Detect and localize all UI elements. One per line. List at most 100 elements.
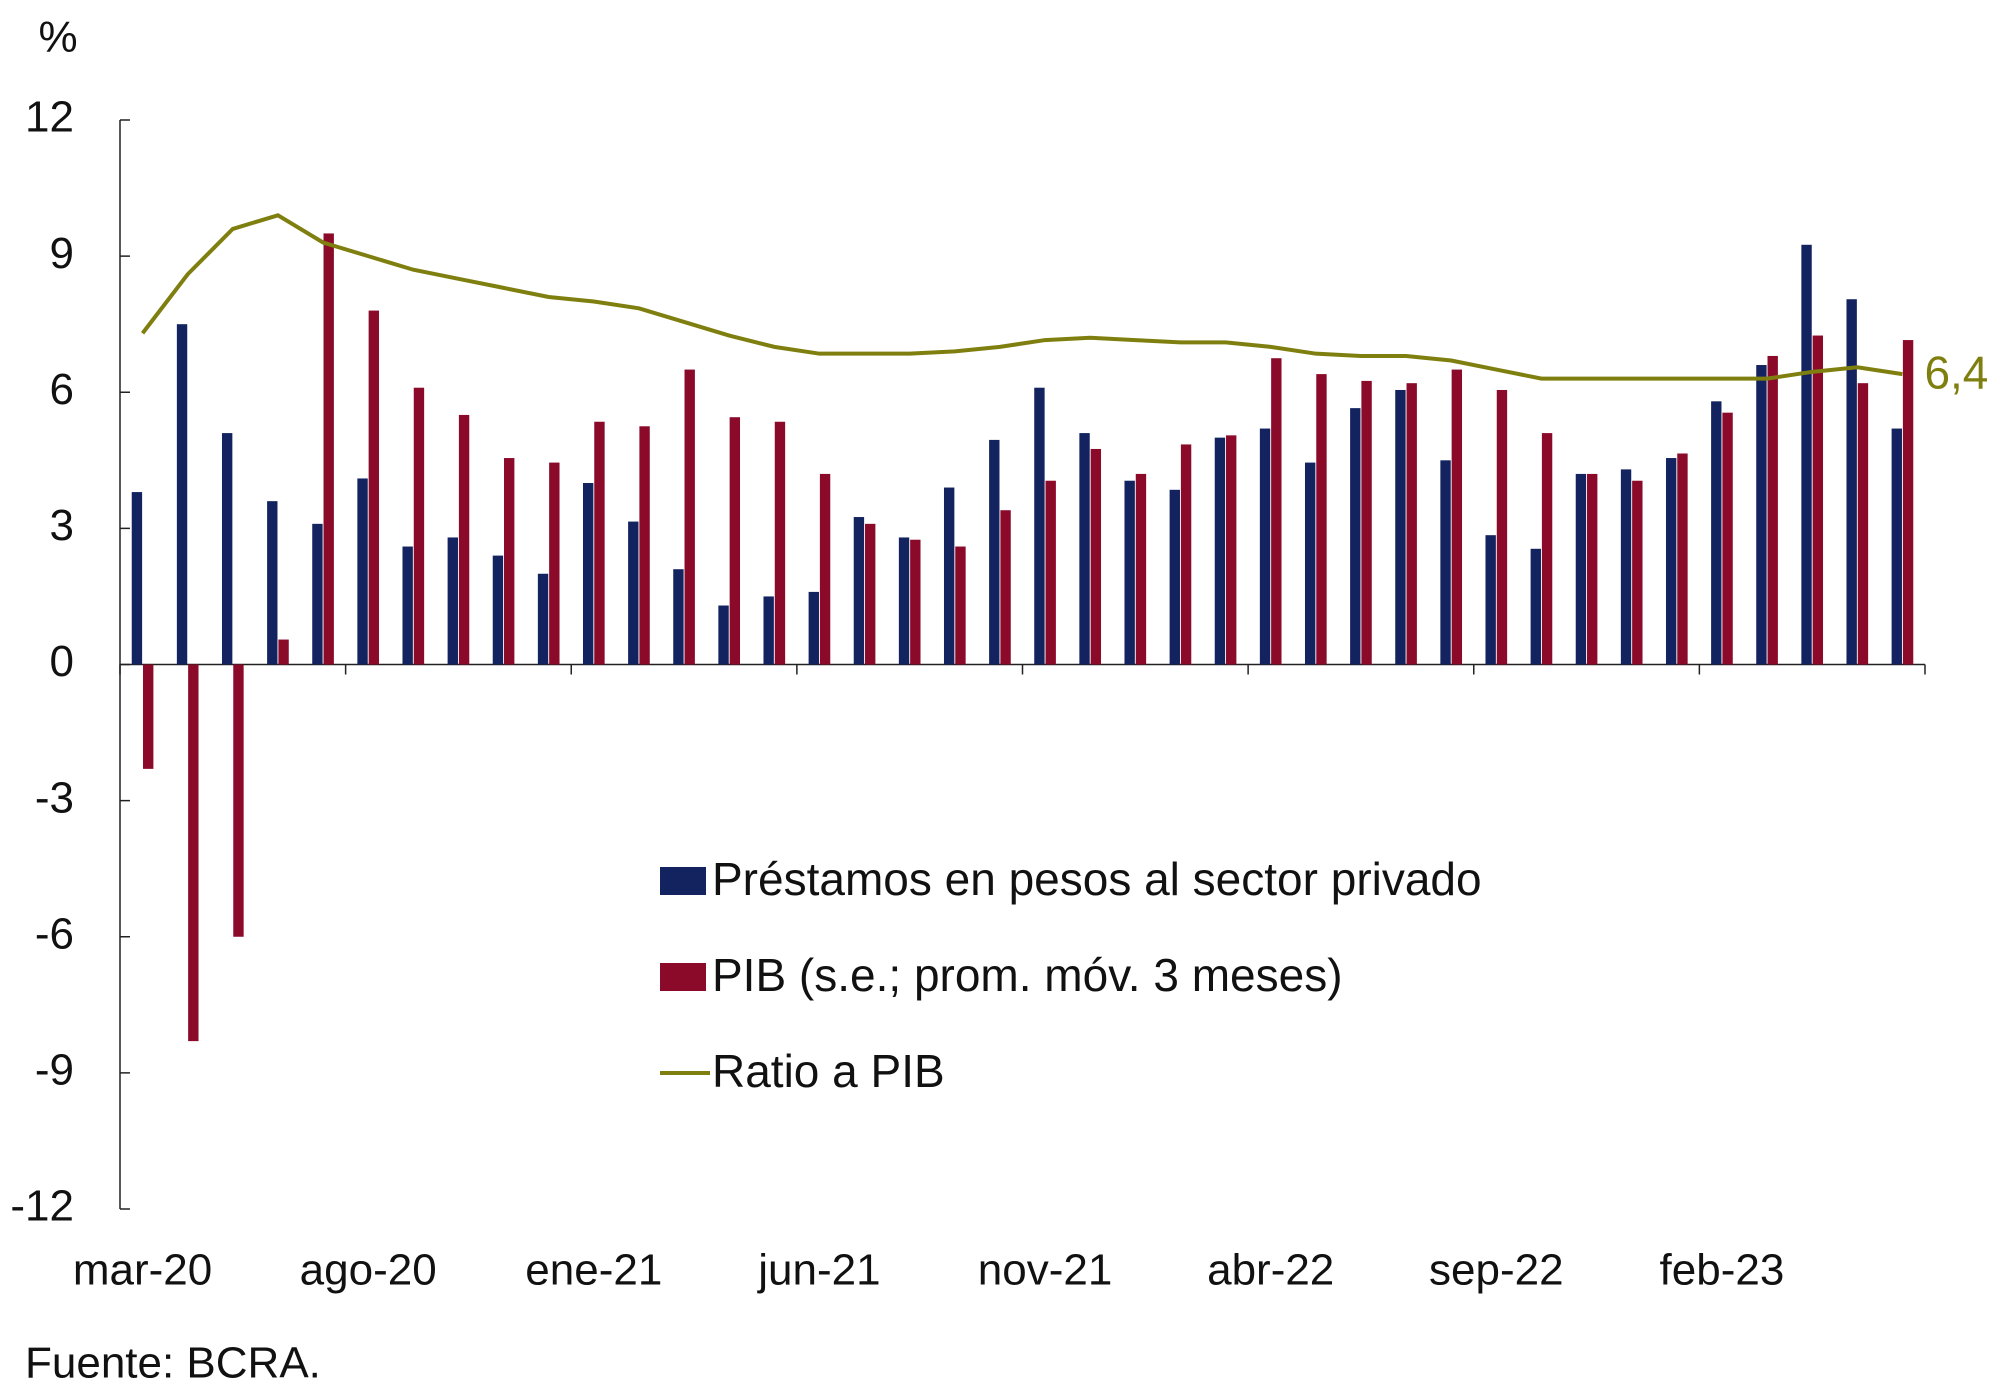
bar — [1406, 383, 1417, 665]
line — [140, 213, 1903, 381]
bar — [447, 537, 458, 665]
bar — [1440, 460, 1451, 665]
bar — [1214, 437, 1226, 665]
bar — [1169, 489, 1180, 665]
bar — [492, 555, 504, 665]
bar — [402, 546, 413, 665]
bar — [1350, 408, 1361, 665]
bar — [943, 487, 955, 665]
bar — [594, 421, 605, 665]
bar — [1000, 510, 1011, 665]
bar — [1135, 473, 1147, 665]
bar — [267, 501, 278, 665]
y-tick-label: 12 — [25, 93, 74, 142]
bar — [582, 483, 594, 665]
bar — [1180, 444, 1192, 665]
y-tick-label: -12 — [10, 1182, 74, 1231]
bar — [131, 492, 143, 665]
bar — [176, 324, 188, 665]
bar — [628, 521, 639, 665]
bar — [1902, 340, 1914, 665]
bar — [1361, 380, 1372, 665]
bar — [413, 387, 425, 665]
y-tick-label: -3 — [35, 773, 74, 822]
bar — [458, 414, 470, 665]
bar — [1124, 480, 1135, 665]
bar — [549, 462, 560, 665]
bar — [1756, 365, 1767, 665]
bar — [1541, 433, 1553, 665]
bar — [639, 426, 650, 665]
x-tick-label: abr-22 — [1207, 1246, 1334, 1295]
bar — [1620, 469, 1632, 665]
bar — [1857, 383, 1869, 665]
bar — [673, 569, 684, 665]
legend-label: PIB (s.e.; prom. móv. 3 meses) — [712, 949, 1343, 1001]
bar — [1575, 473, 1587, 665]
bar — [1722, 412, 1733, 665]
legend-label: Préstamos en pesos al sector privado — [712, 853, 1482, 905]
bar — [1812, 335, 1824, 665]
bar — [898, 537, 910, 665]
bar — [808, 591, 819, 665]
bar — [1226, 435, 1237, 665]
bar — [853, 517, 865, 665]
x-tick-label: jun-21 — [756, 1246, 880, 1295]
bar — [1677, 453, 1688, 665]
bar — [718, 605, 729, 665]
bar — [1316, 374, 1327, 665]
bar — [233, 664, 244, 937]
x-tick-label: sep-22 — [1429, 1246, 1564, 1295]
bar — [143, 664, 154, 769]
bar — [1451, 369, 1463, 665]
bar — [312, 523, 323, 665]
bar — [1496, 389, 1508, 665]
bar — [763, 596, 774, 665]
bar — [1304, 462, 1316, 665]
bar — [1045, 480, 1056, 665]
y-tick-label: -6 — [35, 909, 74, 958]
bar — [1632, 480, 1643, 665]
legend-swatch — [660, 963, 706, 991]
bar — [188, 664, 199, 1042]
bar — [819, 473, 831, 665]
bar — [910, 539, 921, 665]
bar — [989, 439, 1000, 665]
x-tick-label: mar-20 — [73, 1246, 212, 1295]
bar — [1079, 433, 1090, 665]
x-tick-label: ene-21 — [525, 1246, 662, 1295]
bar — [537, 573, 549, 665]
bar — [684, 369, 695, 665]
y-tick-label: 3 — [50, 501, 74, 550]
bar — [1665, 458, 1677, 665]
bar — [368, 310, 380, 665]
bar — [1034, 387, 1045, 665]
bar — [1711, 401, 1722, 665]
bar — [1801, 244, 1812, 665]
bar — [1485, 535, 1496, 665]
y-tick-label: 0 — [50, 637, 74, 686]
bar — [955, 546, 966, 665]
y-tick-label: 6 — [50, 365, 74, 414]
bar — [221, 433, 233, 665]
bar — [357, 478, 368, 665]
bar — [1587, 473, 1598, 665]
bar — [1530, 548, 1541, 665]
x-tick-label: nov-21 — [978, 1246, 1113, 1295]
x-tick-label: feb-23 — [1660, 1246, 1785, 1295]
bar — [865, 523, 876, 665]
x-tick-label: ago-20 — [300, 1246, 437, 1295]
y-tick-label: -9 — [35, 1046, 74, 1095]
bar — [1767, 355, 1778, 665]
bar — [323, 233, 334, 665]
bar — [1891, 428, 1902, 665]
bar — [729, 417, 741, 665]
bar — [1271, 358, 1282, 665]
bar — [504, 458, 515, 665]
bar — [278, 639, 289, 665]
data-label: 6,4 — [1924, 346, 1988, 398]
bar — [774, 421, 786, 665]
bar — [1259, 428, 1271, 665]
legend-label: Ratio a PIB — [712, 1045, 945, 1097]
